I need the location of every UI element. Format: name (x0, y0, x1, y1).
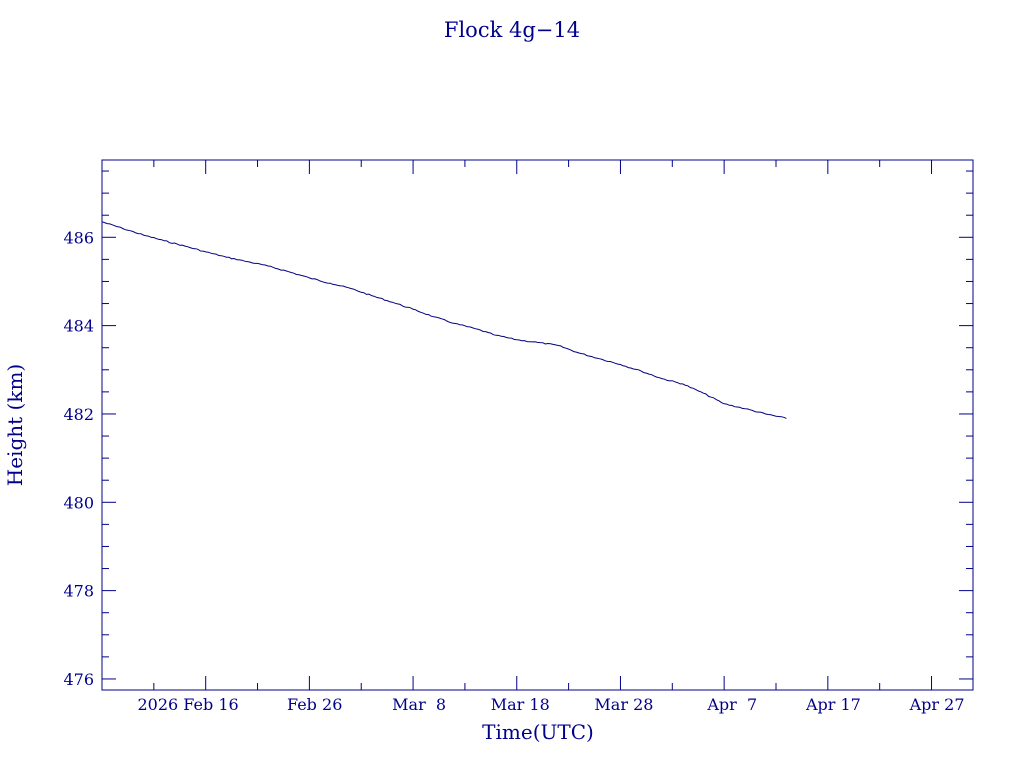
y-tick-label: 486 (63, 228, 94, 247)
x-tick-label: Mar 18 (491, 695, 550, 714)
x-tick-label: Apr 27 (909, 695, 965, 714)
axis-ticks (101, 160, 973, 690)
height-series-line (101, 221, 787, 419)
y-tick-label: 484 (63, 317, 94, 336)
x-tick-label: Mar 8 (392, 695, 446, 714)
y-axis-title: Height (km) (3, 364, 27, 486)
y-tick-label: 478 (63, 582, 94, 601)
x-axis-title: Time(UTC) (482, 720, 594, 744)
x-tick-labels: 2026 Feb 16 Feb 26 Mar 8 Mar 18 Mar 28 Apr 7 A… (138, 695, 965, 714)
x-tick-label: 2026 Feb 16 (138, 695, 239, 714)
x-tick-label: Feb 26 (287, 695, 342, 714)
chart-title: Flock 4g−14 (444, 18, 580, 42)
y-tick-label: 476 (63, 670, 94, 689)
y-tick-label: 482 (63, 405, 94, 424)
x-tick-label: Mar 28 (594, 695, 653, 714)
x-tick-label: Apr 17 (805, 695, 861, 714)
y-tick-label: 480 (63, 493, 94, 512)
y-tick-labels: 476 478 480 482 484 486 (63, 228, 94, 689)
x-tick-label: Apr 7 (706, 695, 757, 714)
plot-frame (101, 159, 974, 691)
